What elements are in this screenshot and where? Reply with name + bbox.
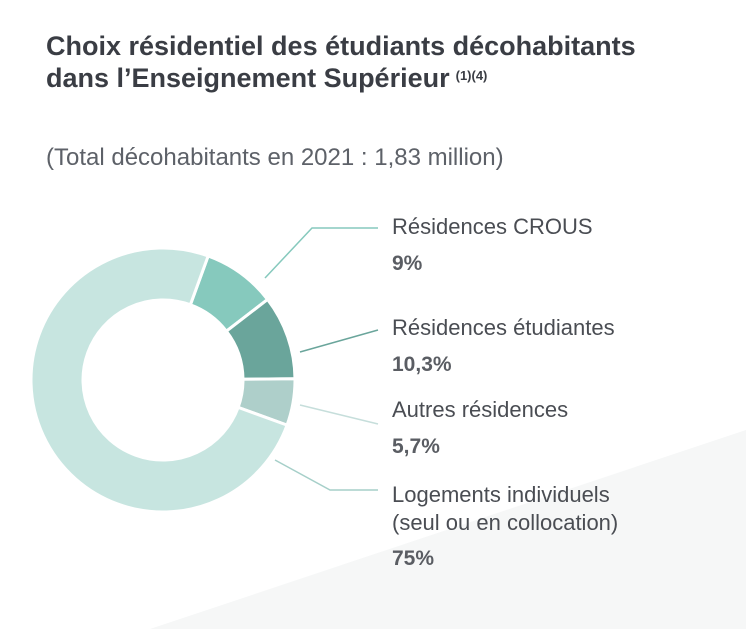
chart-subtitle: (Total décohabitants en 2021 : 1,83 mill… bbox=[46, 144, 504, 171]
slice-value-residences-etudiantes: 10,3% bbox=[392, 353, 452, 376]
slice-value-logements-individuels: 75% bbox=[392, 547, 434, 570]
leader-line-residences-etudiantes bbox=[299, 329, 379, 353]
chart-title: Choix résidentiel des étudiants décohabi… bbox=[46, 30, 686, 94]
slice-label-logements-individuels: Logements individuels (seul ou en colloca… bbox=[392, 482, 618, 535]
slice-label-residences-etudiantes: Résidences étudiantes bbox=[392, 315, 615, 340]
slice-label-residences-crous: Résidences CROUS bbox=[392, 214, 593, 239]
title-footnote-ref: (1)(4) bbox=[455, 68, 488, 83]
leader-line-autres-residences bbox=[299, 404, 379, 425]
slice-value-residences-crous: 9% bbox=[392, 252, 423, 275]
slice-label-autres-residences: Autres résidences bbox=[392, 397, 568, 422]
slice-value-autres-residences: 5,7% bbox=[392, 435, 440, 458]
leader-line-residences-crous bbox=[264, 227, 378, 279]
slice-logements-individuels bbox=[29, 246, 289, 514]
chart-title-text: Choix résidentiel des étudiants décohabi… bbox=[46, 31, 636, 93]
leader-line-logements-individuels bbox=[274, 459, 378, 491]
